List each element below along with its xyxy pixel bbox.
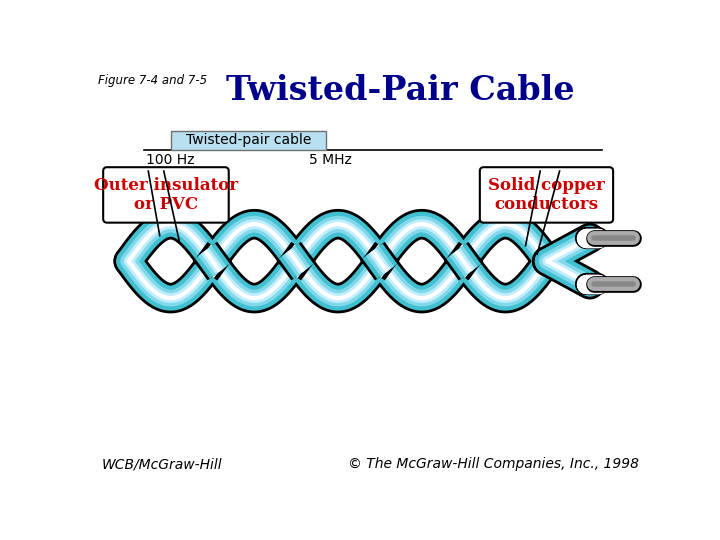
FancyBboxPatch shape	[103, 167, 229, 222]
Text: © The McGraw-Hill Companies, Inc., 1998: © The McGraw-Hill Companies, Inc., 1998	[348, 457, 639, 471]
Text: Twisted-pair cable: Twisted-pair cable	[186, 133, 312, 147]
Text: 5 MHz: 5 MHz	[309, 153, 351, 167]
Bar	[171, 131, 326, 150]
Text: Solid copper
conductors: Solid copper conductors	[488, 177, 605, 213]
Text: 100 Hz: 100 Hz	[145, 153, 194, 167]
Text: WCB/McGraw-Hill: WCB/McGraw-Hill	[102, 457, 222, 471]
Text: Twisted-Pair Cable: Twisted-Pair Cable	[225, 74, 575, 107]
FancyBboxPatch shape	[480, 167, 613, 222]
Text: Outer insulator
or PVC: Outer insulator or PVC	[94, 177, 238, 213]
Text: Figure 7-4 and 7-5: Figure 7-4 and 7-5	[98, 74, 207, 87]
